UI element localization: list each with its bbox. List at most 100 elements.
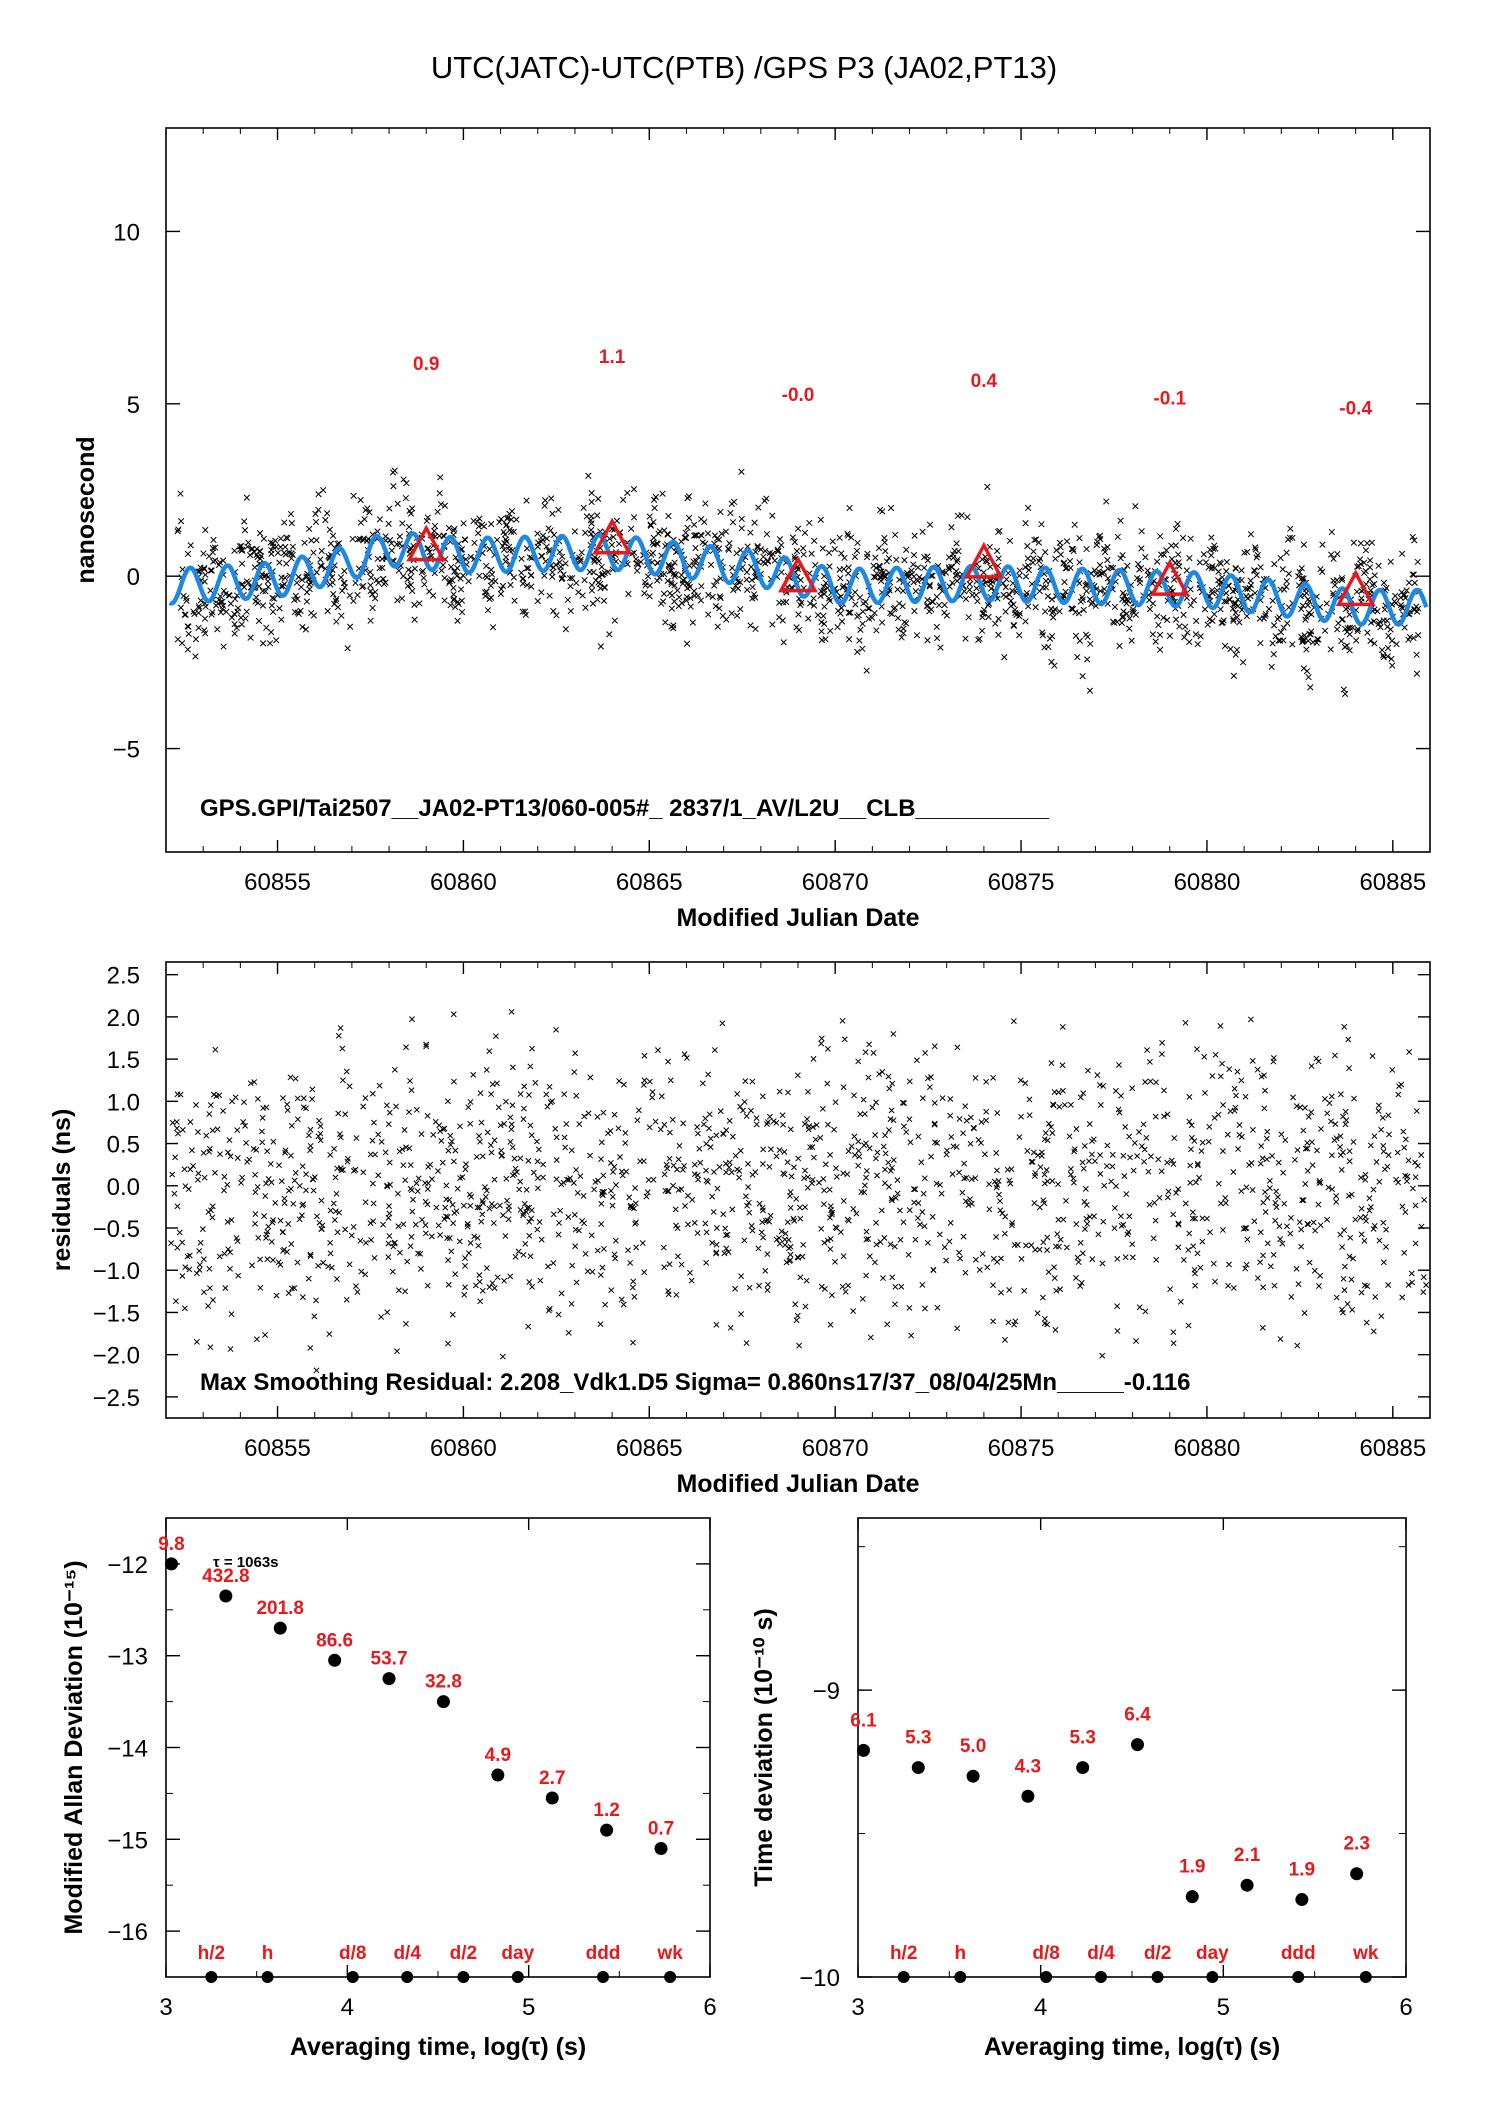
top-scatter-point [337,574,345,581]
residuals-scatter-point [1273,1188,1280,1195]
top-scatter-point [375,579,382,587]
top-scatter-point [1369,581,1376,589]
residuals-scatter-point [200,1256,207,1263]
residuals-scatter-point [1017,1077,1024,1084]
residuals-scatter-point [956,1169,963,1176]
top-scatter-point [749,583,756,591]
top-scatter-point [184,550,192,558]
residuals-scatter-point [264,1148,271,1155]
residuals-scatter-point [1294,1342,1301,1349]
top-scatter-point [1230,615,1237,623]
top-scatter-point [416,600,423,607]
residuals-scatter-point [1089,1138,1096,1145]
top-scatter-point [901,619,908,626]
top-scatter-point [494,536,501,544]
top-scatter-point [177,518,185,525]
top-scatter-point [390,483,397,490]
residuals-scatter-point [1156,1194,1163,1201]
residuals-scatter-point [1362,1171,1369,1178]
top-scatter-point [1032,604,1039,611]
residuals-scatter-point [1380,1219,1387,1226]
top-scatter-point [817,516,824,523]
residuals-scatter-point [1233,1092,1239,1099]
residuals-scatter-point [1337,1231,1344,1238]
residuals-y-tick-label: 2.0 [107,1005,140,1032]
top-scatter-point [1111,603,1119,611]
residuals-scatter-point [555,1231,562,1238]
residuals-scatter-point [1094,1072,1101,1079]
residuals-scatter-point [762,1267,769,1274]
residuals-scatter-point [1097,1170,1104,1177]
residuals-scatter-point [435,1168,441,1175]
tdev-point-label: 5.3 [905,1728,931,1749]
top-scatter-point [716,593,724,600]
top-scatter-point [1232,609,1239,616]
tdev-data-point [1295,1893,1309,1907]
top-scatter-point [1262,612,1269,620]
top-scatter-point [450,584,457,592]
top-scatter-point [380,575,387,583]
residuals-scatter-point [415,1175,422,1182]
residuals-scatter-point [996,1191,1002,1198]
residuals-scatter-point [845,1282,852,1289]
top-scatter-point [1362,547,1370,554]
residuals-scatter-point [711,1047,718,1053]
residuals-scatter-point [1396,1083,1402,1090]
mdev-y-tick-label: −12 [107,1552,148,1579]
residuals-scatter-point [1315,1201,1322,1208]
top-scatter-point [1281,586,1288,593]
top-scatter-point [379,564,386,572]
tdev-y-axis-label: Time deviation (10⁻¹⁰ s) [750,1608,778,1886]
top-scatter-point [423,517,430,525]
top-scatter-point [1328,551,1335,558]
residuals-scatter-point [1380,1148,1387,1155]
top-scatter-point [926,521,934,528]
residuals-scatter-point [954,1325,961,1332]
residuals-scatter-point [870,1049,877,1056]
residuals-scatter-point [227,1249,234,1256]
tdev-x-tick-label: 4 [1034,1994,1047,2021]
residuals-scatter-point [1272,1199,1279,1206]
residuals-scatter-point [525,1323,532,1330]
residuals-scatter-point [196,1248,203,1254]
residuals-scatter-point [960,1130,967,1137]
residuals-scatter-point [194,1129,201,1135]
top-scatter-point [722,528,730,535]
top-scatter-point [228,614,236,621]
residuals-scatter-point [941,1244,948,1251]
top-scatter-point [774,548,781,555]
top-scatter-point [1331,582,1339,589]
top-scatter-point [249,545,256,553]
residuals-scatter-point [840,1170,847,1177]
residuals-scatter-point [502,1098,509,1105]
top-scatter-point [402,494,410,502]
top-scatter-point [208,567,215,574]
residuals-scatter-point [818,1283,825,1290]
residuals-scatter-point [793,1317,800,1324]
residuals-scatter-point [477,1138,483,1145]
residuals-scatter-point [342,1226,349,1233]
residuals-scatter-point [1328,1093,1335,1100]
residuals-scatter-point [1406,1049,1413,1055]
top-scatter-point [894,614,902,622]
residuals-scatter-point [787,1189,794,1196]
residuals-scatter-point [944,1147,950,1154]
residuals-scatter-point [646,1124,653,1131]
residuals-scatter-point [667,1077,674,1084]
top-scatter-point [1384,653,1391,660]
residuals-scatter-point [1277,1336,1284,1343]
top-scatter-point [294,595,301,603]
residuals-scatter-point [1305,1113,1312,1120]
top-scatter-point [1117,555,1124,562]
residuals-scatter-point [568,1147,575,1154]
top-scatter-point [457,586,465,593]
residuals-scatter-point [1042,1130,1049,1136]
top-scatter-point [769,621,776,628]
top-scatter-point [504,514,512,521]
top-scatter-point [757,546,764,553]
residuals-scatter-point [1099,1352,1106,1359]
top-scatter-point [518,555,525,562]
residuals-scatter-point [710,1208,717,1215]
top-scatter-point [1328,528,1335,536]
